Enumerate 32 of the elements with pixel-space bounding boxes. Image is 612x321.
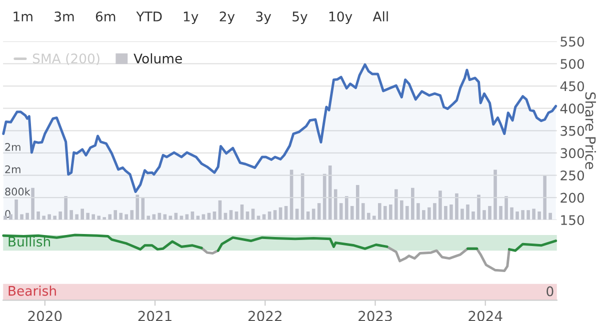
text: 10y — [329, 12, 352, 24]
x-tick-label: 2022 — [248, 310, 282, 321]
y-tick-label: 400 — [560, 104, 584, 114]
y-tick-label: 500 — [560, 58, 584, 69]
text: YTD — [136, 12, 162, 22]
y-tick-label: 150 — [561, 215, 584, 226]
x-tick-label: 2020 — [28, 310, 62, 321]
text: 6m — [96, 12, 116, 22]
y-tick-label: 550 — [560, 36, 584, 47]
text: 5y — [292, 12, 308, 24]
text: 3y — [256, 12, 272, 24]
y-tick-label: 450 — [560, 81, 584, 92]
annotation: 0 — [546, 286, 554, 296]
text: 3m — [54, 12, 74, 22]
band-label: Bearish — [8, 286, 56, 296]
y2-tick-label: 800k — [5, 187, 30, 196]
y-axis-title: Share Price — [585, 92, 596, 170]
x-tick-label: 2021 — [138, 310, 172, 321]
y-tick-label: 350 — [560, 126, 584, 136]
text: All — [372, 11, 388, 22]
x-tick-label: 2024 — [468, 310, 502, 321]
band-label: Bullish — [8, 236, 50, 247]
x-tick-label: 2023 — [358, 310, 392, 321]
text: 1m — [14, 12, 32, 22]
text: 1y — [184, 12, 198, 24]
y2-tick-label: 2m — [5, 143, 20, 151]
legend-label: Volume — [134, 53, 182, 64]
y-tick-label: 300 — [560, 148, 584, 158]
text: 2y — [220, 12, 235, 24]
y2-tick-label: 2m — [5, 165, 20, 174]
y-tick-label: 250 — [560, 170, 584, 180]
y-tick-label: 200 — [560, 192, 584, 203]
